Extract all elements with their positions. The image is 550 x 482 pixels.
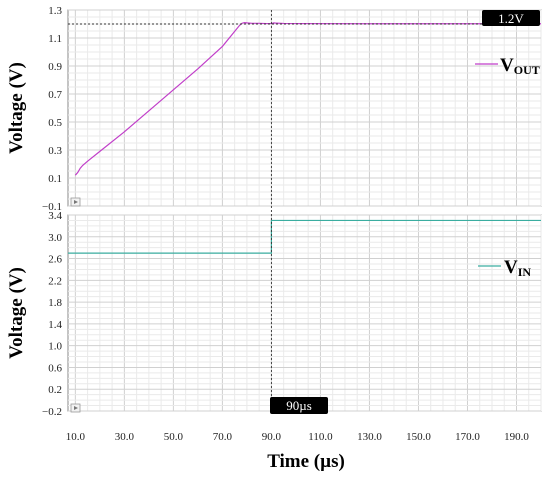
svg-text:1.2V: 1.2V (498, 11, 524, 26)
x-tick-label: 50.0 (164, 431, 184, 443)
bottom-y-tick-label: 2.6 (48, 254, 62, 266)
x-axis-label: Time (µs) (267, 451, 345, 472)
x-tick-label: 30.0 (115, 431, 135, 443)
bottom-y-tick-label: 1.8 (48, 297, 62, 309)
top-y-tick-label: 0.9 (48, 61, 62, 73)
bottom-y-axis-label: Voltage (V) (6, 267, 27, 359)
x-tick-label: 170.0 (455, 431, 480, 443)
x-tick-label: 150.0 (406, 431, 431, 443)
top-y-axis-label: Voltage (V) (6, 62, 27, 154)
top-y-tick-label: 0.3 (48, 145, 62, 157)
bottom-y-tick-label: 3.4 (48, 210, 62, 222)
top-y-tick-label: 0.1 (48, 173, 62, 185)
x-tick-label: 130.0 (357, 431, 382, 443)
top-y-tick-label: 1.3 (48, 5, 62, 17)
bottom-y-tick-label: 0.2 (48, 384, 62, 396)
x-tick-label: 70.0 (213, 431, 233, 443)
bottom-series-line (68, 219, 541, 254)
top-play-marker[interactable] (70, 197, 81, 207)
bottom-y-tick-label: −0.2 (42, 406, 62, 418)
series-layer (68, 10, 541, 411)
reference-level-badge: 1.2V (482, 10, 540, 26)
top-y-tick-label: 1.1 (48, 33, 62, 45)
top-y-tick-label: 0.5 (48, 117, 62, 129)
x-tick-label: 110.0 (308, 431, 333, 443)
x-tick-label: 10.0 (66, 431, 86, 443)
legend-vin: VIN (478, 257, 531, 279)
bottom-y-tick-label: 1.4 (48, 319, 62, 331)
bottom-y-tick-label: 1.0 (48, 341, 62, 353)
bottom-grid (68, 214, 542, 412)
svg-text:VOUT: VOUT (500, 55, 540, 77)
top-series-line (74, 21, 541, 176)
svg-text:90µs: 90µs (286, 398, 312, 413)
bottom-play-marker[interactable] (70, 403, 81, 413)
svg-text:VIN: VIN (504, 257, 531, 279)
bottom-y-tick-label: 2.2 (48, 275, 62, 287)
tick-labels: 1.3 1.1 0.9 0.7 0.5 0.3 0.1 −0.13.4 3.0 2.6 2.2 1.8… (42, 5, 529, 443)
top-y-tick-label: −0.1 (42, 201, 62, 213)
time-marker-badge: 90µs (270, 397, 328, 414)
top-y-tick-label: 0.7 (48, 89, 62, 101)
bottom-y-tick-label: 3.0 (48, 232, 62, 244)
bottom-y-tick-label: 0.6 (48, 362, 62, 374)
x-tick-label: 190.0 (504, 431, 529, 443)
x-tick-label: 90.0 (262, 431, 282, 443)
legend-vout: VOUT (475, 55, 540, 77)
